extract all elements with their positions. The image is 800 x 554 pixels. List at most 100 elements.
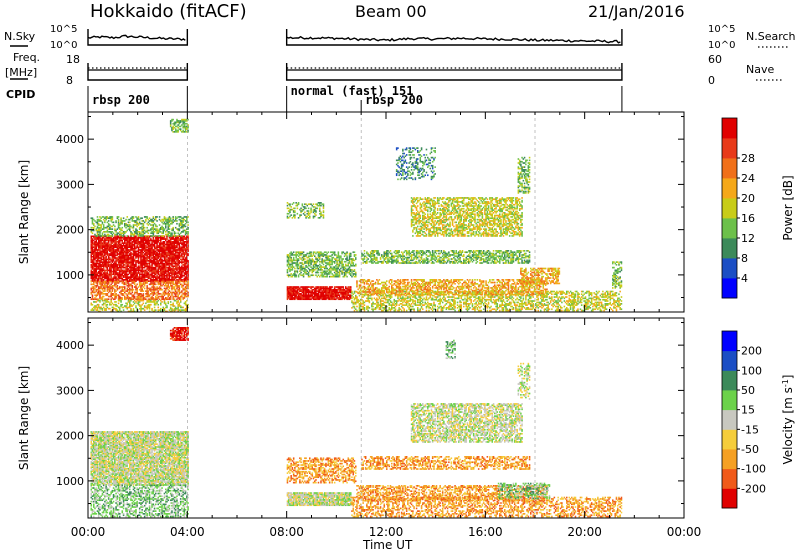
power-cell xyxy=(167,270,170,273)
power-cell xyxy=(172,221,174,224)
power-cell xyxy=(138,262,141,265)
power-cell xyxy=(167,242,170,244)
power-cell xyxy=(107,241,110,243)
power-cell xyxy=(107,245,110,247)
power-cell xyxy=(105,249,107,251)
power-cell xyxy=(105,247,107,250)
power-cell xyxy=(179,241,182,243)
power-cell xyxy=(168,257,171,259)
power-cell xyxy=(132,243,135,246)
power-cell xyxy=(148,250,151,253)
power-cell xyxy=(96,253,99,255)
power-cell xyxy=(177,216,179,218)
power-cell xyxy=(183,279,186,281)
power-cell xyxy=(140,242,142,244)
power-cell xyxy=(184,247,187,250)
power-cell xyxy=(146,250,148,253)
power-cell xyxy=(124,254,126,257)
power-cell xyxy=(177,236,179,239)
power-cell xyxy=(152,251,155,254)
power-cell xyxy=(186,277,188,280)
power-cell xyxy=(152,249,155,251)
power-cell xyxy=(158,264,161,266)
power-cell xyxy=(96,233,99,236)
power-cell xyxy=(94,262,96,265)
power-cell xyxy=(111,257,114,259)
power-cell xyxy=(99,235,101,237)
power-cell xyxy=(107,279,110,281)
power-cell xyxy=(125,274,127,277)
power-cell xyxy=(184,270,187,273)
power-cell xyxy=(105,253,107,255)
power-cell xyxy=(147,245,150,247)
power-cell xyxy=(150,238,152,240)
power-cell xyxy=(176,235,178,238)
power-cell xyxy=(156,220,158,222)
power-cell xyxy=(146,241,148,243)
power-cell xyxy=(90,272,93,274)
power-cell xyxy=(155,264,157,266)
power-cell xyxy=(114,243,116,246)
power-cell xyxy=(161,247,163,250)
power-cell xyxy=(110,241,112,243)
power-cell xyxy=(122,258,125,261)
power-cell xyxy=(151,247,153,250)
power-cell xyxy=(90,236,93,239)
power-cell xyxy=(111,273,114,276)
power-cell xyxy=(93,222,95,225)
power-cell xyxy=(122,242,125,244)
power-cell xyxy=(140,257,142,259)
power-cell xyxy=(124,250,126,253)
power-cell xyxy=(119,238,121,240)
power-cell xyxy=(152,254,155,257)
power-cell xyxy=(115,221,117,224)
power-cell xyxy=(126,235,129,237)
power-cell xyxy=(133,250,136,253)
power-cell xyxy=(147,247,150,250)
power-cell xyxy=(116,264,119,266)
power-cell xyxy=(99,251,101,254)
power-cell xyxy=(167,247,170,250)
power-cell xyxy=(120,246,122,249)
power-cell xyxy=(186,254,188,257)
power-cell xyxy=(171,261,173,263)
power-cell xyxy=(157,306,160,309)
power-cell xyxy=(182,249,184,251)
power-cell xyxy=(126,238,129,240)
power-cell xyxy=(153,249,156,251)
power-cell xyxy=(115,261,117,263)
power-cell xyxy=(119,236,121,239)
power-cell xyxy=(156,243,158,246)
power-cell xyxy=(167,246,170,249)
power-cell xyxy=(104,217,106,220)
power-cell xyxy=(172,269,174,272)
power-cell xyxy=(131,216,134,218)
power-cell xyxy=(115,273,117,276)
power-cell xyxy=(162,222,165,225)
power-cell xyxy=(143,273,146,276)
power-cell xyxy=(165,260,167,262)
power-cell xyxy=(135,264,137,266)
power-cell xyxy=(99,264,101,266)
power-cell xyxy=(132,236,135,239)
power-cell xyxy=(169,247,172,250)
power-cell xyxy=(136,241,138,243)
power-cell xyxy=(126,245,129,247)
power-cell xyxy=(183,262,186,265)
power-cell xyxy=(131,233,134,236)
power-cell xyxy=(186,273,188,276)
power-cell xyxy=(167,277,170,280)
power-cell xyxy=(292,256,295,259)
power-cell xyxy=(135,221,137,224)
power-cell xyxy=(142,233,145,236)
power-cell xyxy=(95,238,98,240)
power-cell xyxy=(156,239,158,242)
power-cell xyxy=(96,268,99,270)
power-cell xyxy=(145,236,147,239)
power-cell xyxy=(157,272,160,274)
power-cell xyxy=(95,264,98,266)
power-cell xyxy=(173,220,176,222)
power-cell xyxy=(168,236,171,239)
power-cell xyxy=(142,274,145,277)
power-cell xyxy=(166,236,168,239)
